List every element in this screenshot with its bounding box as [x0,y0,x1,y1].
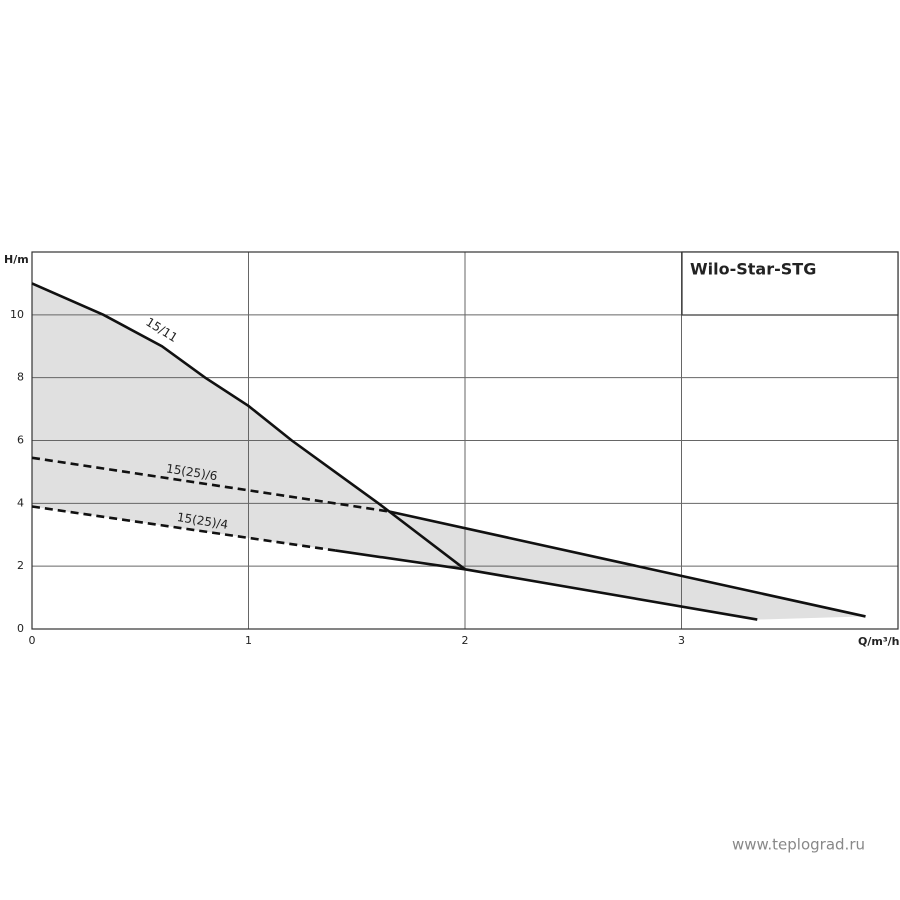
y-tick-label: 10 [10,308,24,321]
x-tick-label: 3 [678,634,685,647]
y-tick-label: 0 [17,622,24,635]
curve [31,282,466,571]
curve [388,510,866,618]
title-box [681,251,899,316]
curve [31,456,390,513]
x-axis-label: Q/m³/h [858,635,900,648]
watermark: www.teplograd.ru [732,836,865,854]
chart-title: Wilo-Star-STG [690,260,816,279]
x-tick-label: 1 [245,634,252,647]
y-tick-label: 6 [17,434,24,447]
x-tick-label: 2 [462,634,469,647]
y-tick-label: 8 [17,371,24,384]
y-tick-label: 2 [17,559,24,572]
y-axis-label: H/m [4,253,29,266]
y-tick-label: 4 [17,496,24,509]
curve [334,549,758,621]
x-tick-label: 0 [29,634,36,647]
plot-frame [31,251,899,630]
